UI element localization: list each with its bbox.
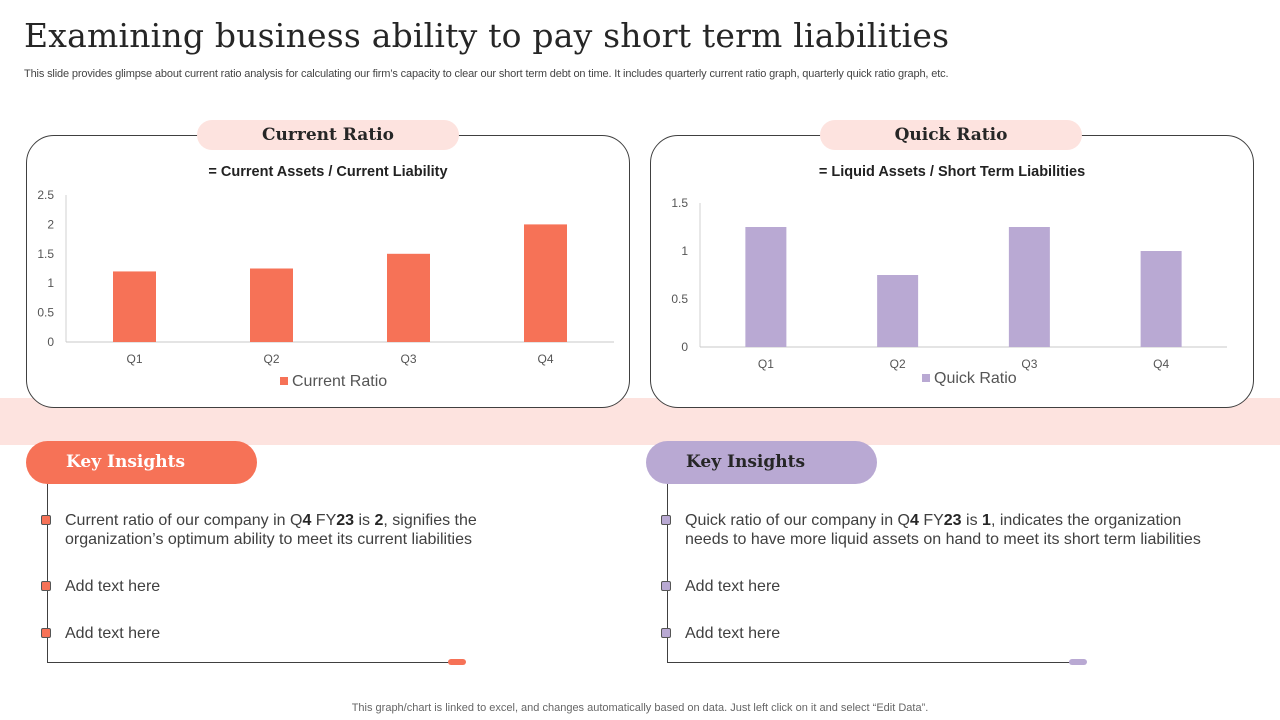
y-tick-label: 1 [681,244,688,258]
timeline-left-horizontal [47,662,457,663]
bar-q3 [1008,227,1050,347]
bar-q4 [524,224,567,342]
page-subtitle: This slide provides glimpse about curren… [24,68,949,80]
quick-ratio-formula: = Liquid Assets / Short Term Liabilities [818,164,1086,180]
quick-ratio-heading: Quick Ratio [820,120,1082,150]
current-ratio-chart[interactable]: 0 0.5 1 1.5 2 2.5 Q1 Q2 Q3 Q4 Current Ratio [26,182,630,397]
bullet-left-2 [41,581,51,591]
insight-left-3: Add text here [65,625,161,642]
x-tick-label: Q3 [400,352,416,366]
insight-left-2: Add text here [65,578,161,595]
y-tick-label: 1 [47,276,54,290]
y-tick-label: 0 [47,335,54,349]
bar-q3 [387,253,430,342]
insight-right-1: Quick ratio of our company in Q4 FY23 is… [685,512,1201,548]
footer-note: This graph/chart is linked to excel, and… [351,702,929,714]
timeline-right-endcap [1069,659,1087,665]
bar-q2 [877,275,919,347]
current-ratio-formula: = Current Assets / Current Liability [208,164,448,180]
x-tick-label: Q1 [126,352,142,366]
x-tick-label: Q2 [263,352,279,366]
bullet-left-3 [41,628,51,638]
x-tick-label: Q3 [1021,357,1037,371]
bullet-left-1 [41,515,51,525]
bar-q1 [113,271,156,342]
y-tick-label: 1.5 [671,196,688,210]
bar-q1 [745,227,787,347]
legend-label: Quick Ratio [934,370,1017,387]
insight-left-1: Current ratio of our company in Q4 FY23 … [65,512,477,548]
page-title: Examining business ability to pay short … [24,16,950,55]
timeline-right-horizontal [667,662,1077,663]
x-tick-label: Q2 [890,357,906,371]
timeline-left-endcap [448,659,466,665]
insight-right-3: Add text here [685,625,781,642]
legend-swatch [280,377,288,385]
quick-ratio-chart[interactable]: 0 0.5 1 1.5 Q1 Q2 Q3 Q4 Quick Ratio [650,182,1254,397]
y-tick-label: 1.5 [37,247,54,261]
bullet-right-3 [661,628,671,638]
legend-swatch [922,374,930,382]
legend-label: Current Ratio [292,373,387,390]
current-ratio-heading: Current Ratio [197,120,459,150]
y-tick-label: 0.5 [671,292,688,306]
y-tick-label: 0 [681,340,688,354]
y-tick-label: 2 [47,217,54,231]
x-tick-label: Q4 [1153,357,1169,371]
y-tick-label: 2.5 [37,188,54,202]
x-tick-label: Q4 [537,352,553,366]
timeline-left-vertical [47,484,48,662]
key-insights-right-heading: Key Insights [646,441,877,484]
bullet-right-1 [661,515,671,525]
timeline-right-vertical [667,484,668,662]
bar-q2 [250,268,293,342]
key-insights-left-heading: Key Insights [26,441,257,484]
y-tick-label: 0.5 [37,306,54,320]
insight-right-2: Add text here [685,578,781,595]
x-tick-label: Q1 [758,357,774,371]
bullet-right-2 [661,581,671,591]
bar-q4 [1140,251,1182,347]
